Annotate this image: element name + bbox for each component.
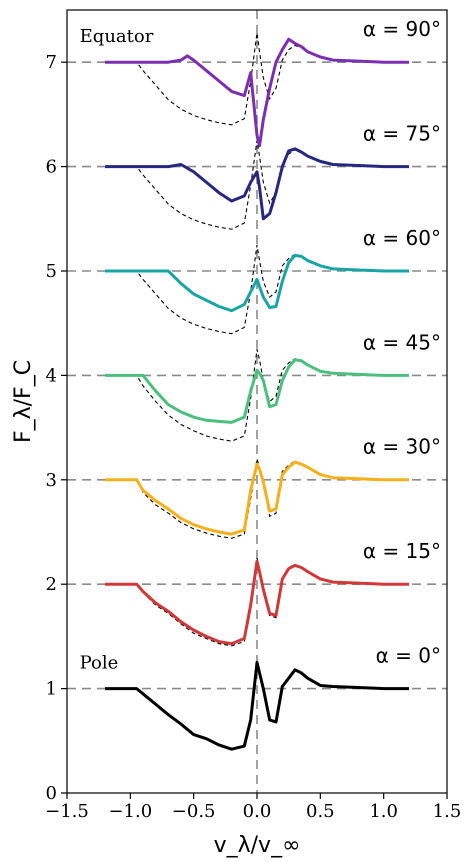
- profile-curves: [105, 37, 409, 751]
- annotation-equator: Equator: [80, 26, 154, 47]
- x-tick-label-1: −1.0: [108, 801, 152, 822]
- y-axis-label: F_λ/F_C: [11, 360, 36, 443]
- profile-curve-3: [105, 358, 409, 424]
- reference-curve-4: [105, 244, 409, 335]
- x-tick-label-0: −1.5: [45, 801, 89, 822]
- y-tick-label-0: 0: [46, 783, 57, 804]
- series-label-6: α = 90°: [363, 17, 441, 41]
- x-tick-label-2: −0.5: [172, 801, 216, 822]
- y-tick-label-6: 6: [46, 157, 57, 178]
- annotations: Equator Pole: [80, 26, 154, 673]
- profile-curve-1: [105, 559, 409, 646]
- annotation-pole: Pole: [80, 653, 119, 674]
- reference-curve-3: [105, 349, 409, 442]
- profile-curve-4: [105, 253, 409, 313]
- series-label-0: α = 0°: [376, 644, 441, 668]
- series-label-3: α = 45°: [363, 330, 441, 354]
- y-tick-label-2: 2: [46, 574, 57, 595]
- x-tick-label-5: 1.0: [369, 801, 398, 822]
- x-tick-label-3: 0.0: [243, 801, 272, 822]
- x-tick-label-4: 0.5: [306, 801, 335, 822]
- series-label-1: α = 15°: [363, 539, 441, 563]
- x-tick-label-6: 1.5: [433, 801, 462, 822]
- series-label-5: α = 75°: [363, 122, 441, 146]
- x-axis-label: v_λ/v_∞: [214, 833, 301, 858]
- y-tick-label-1: 1: [46, 679, 57, 700]
- profile-curve-0: [105, 661, 409, 751]
- y-axis-ticks: 0 1 2 3 4 5 6 7: [46, 52, 67, 804]
- series-label-2: α = 30°: [363, 435, 441, 459]
- y-tick-label-7: 7: [46, 52, 57, 73]
- y-tick-label-5: 5: [46, 261, 57, 282]
- profile-curve-2: [105, 460, 409, 536]
- series-label-4: α = 60°: [363, 226, 441, 250]
- profile-curve-5: [105, 147, 409, 221]
- profile-curve-6: [105, 37, 409, 148]
- y-tick-label-3: 3: [46, 470, 57, 491]
- series-labels: α = 0° α = 15° α = 30° α = 45° α = 60° α = 75…: [363, 17, 441, 667]
- y-tick-label-4: 4: [46, 365, 57, 386]
- x-axis-ticks: −1.5 −1.0 −0.5 0.0 0.5 1.0 1.5: [45, 793, 461, 822]
